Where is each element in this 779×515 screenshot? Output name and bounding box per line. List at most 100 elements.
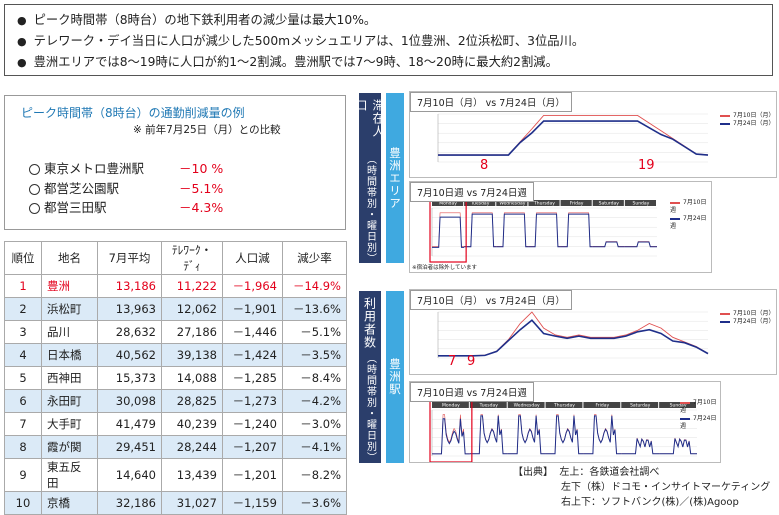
comparison-box: ピーク時間帯（8時台）の通勤削減量の例 ※ 前年7月25日（月）との比較 東京メ… (4, 95, 346, 230)
rank-cell: 4 (4, 343, 42, 367)
hour-mark: 7 (448, 354, 457, 369)
day-header-bar (507, 402, 545, 408)
rank-cell: 10 (4, 491, 42, 515)
header-telework-day: ﾃﾚﾜｰｸ・ﾃﾞｨ (161, 241, 223, 275)
series-july24-line (438, 120, 709, 156)
summary-line-2: テレワーク・デイ当日に人口が減少した500mメッシュエリアは、1位豊洲、2位浜松… (17, 31, 760, 52)
telework-cell: 28,244 (161, 435, 223, 459)
hour-mark: 8 (480, 158, 489, 173)
july-avg-cell: 13,186 (97, 274, 162, 298)
station-name: 都営芝公園駅 (44, 181, 120, 196)
day-label: Monday (439, 201, 457, 207)
day-header-bar (545, 402, 583, 408)
comparison-title: ピーク時間帯（8時台）の通勤削減量の例 (21, 106, 245, 120)
legend-item: 7月24日週 (680, 415, 717, 430)
series-july24-week-line (621, 438, 660, 455)
rank-cell: 7 (4, 412, 42, 436)
day-header-bar (624, 200, 656, 206)
rank-cell: 9 (4, 458, 42, 492)
table-row: 6 永田町 30,098 28,825 －1,273 －4.2% (4, 389, 347, 413)
telework-cell: 13,439 (161, 458, 223, 492)
legend-item: 7月24日（月） (720, 318, 774, 326)
series-july24-line (438, 319, 709, 357)
ranking-table: 順位 地名 7月平均 ﾃﾚﾜｰｸ・ﾃﾞｨ 人口減 減少率 1 豊洲 13,186 11… (4, 241, 347, 515)
day-label: Saturday (630, 403, 651, 409)
hourly-chart-top: 7月10日（月） vs 7月24日（月） 7月10日（月） 7月24日（月） 8… (409, 91, 777, 178)
decrease-cell: －1,446 (222, 320, 283, 344)
legend-item: 7月24日週 (670, 215, 707, 230)
place-cell: 霞が関 (41, 435, 98, 459)
day-label: Sunday (633, 201, 650, 207)
table-row: 2 浜松町 13,963 12,062 －1,901 －13.6% (4, 297, 347, 321)
place-cell: 西神田 (41, 366, 98, 390)
section-label-bottom: 利用者数 （時間帯別・曜日別） (359, 291, 381, 463)
chart-legend: 7月10日（月） 7月24日（月） (720, 310, 774, 326)
day-header-bar (659, 402, 696, 408)
header-rank: 順位 (4, 241, 42, 275)
series-july24-week-line (659, 438, 697, 455)
series-july24-week-line (432, 418, 470, 455)
section-title: 利用者数 (362, 297, 377, 349)
chart-legend: 7月10日週 7月24日週 (670, 199, 711, 231)
decrease-cell: －1,273 (222, 389, 283, 413)
rate-cell: －4.1% (282, 435, 347, 459)
header-place: 地名 (41, 241, 98, 275)
comparison-row: 都営芝公園駅 －5.1% (29, 178, 223, 196)
place-cell: 品川 (41, 320, 98, 344)
july-avg-cell: 29,451 (97, 435, 162, 459)
header-july-avg: 7月平均 (97, 241, 162, 275)
rate-cell: －4.2% (282, 389, 347, 413)
chart-heading: 7月10日週 vs 7月24日週 (410, 182, 534, 202)
station-reduction: －10 % (179, 161, 224, 176)
day-header-bar (621, 402, 659, 408)
table-row: 7 大手町 41,479 40,239 －1,240 －3.0% (4, 412, 347, 436)
telework-cell: 12,062 (161, 297, 223, 321)
area-label-top: 豊洲エリア (386, 93, 404, 263)
series-july24-week-line (496, 213, 529, 248)
day-header-bar (560, 200, 592, 206)
monday-highlight (429, 399, 473, 463)
day-label: Thursday (553, 403, 575, 409)
rank-cell: 3 (4, 320, 42, 344)
rank-cell: 1 (4, 274, 42, 298)
place-cell: 東五反田 (41, 458, 98, 492)
series-july24-week-line (469, 415, 508, 455)
series-july24-week-line (624, 241, 657, 248)
day-label: Monday (442, 403, 460, 409)
circle-icon (29, 184, 40, 195)
station-reduction: －4.3% (179, 200, 224, 215)
legend-item: 7月10日（月） (720, 112, 774, 120)
section-title: 滞在人口 (354, 99, 385, 138)
day-header-bar (432, 200, 464, 206)
day-label: Wednesday (499, 201, 525, 207)
station-name: 東京メトロ豊洲駅 (44, 161, 145, 176)
legend-item: 7月10日週 (670, 199, 707, 214)
july-avg-cell: 30,098 (97, 389, 162, 413)
source-label: 【出典】 (513, 467, 553, 478)
section-subtitle: （時間帯別・曜日別） (364, 353, 376, 463)
series-july24-week-line (464, 213, 497, 248)
telework-cell: 28,825 (161, 389, 223, 413)
comparison-row: 東京メトロ豊洲駅 －10 % (29, 158, 223, 176)
rate-cell: －3.5% (282, 343, 347, 367)
source-line: 右上下：ソフトバンク(株)／(株)Agoop (561, 497, 739, 508)
table-row: 9 東五反田 14,640 13,439 －1,201 －8.2% (4, 458, 347, 492)
circle-icon (29, 164, 40, 175)
place-cell: 浜松町 (41, 297, 98, 321)
table-row: 8 霞が関 29,451 28,244 －1,207 －4.1% (4, 435, 347, 459)
series-july24-week-line (583, 415, 622, 455)
summary-line-3: 豊洲エリアでは8～19時に人口が約1～2割減。豊洲駅では7～9時、18～20時に… (17, 52, 760, 73)
rate-cell: －5.1% (282, 320, 347, 344)
table-header-row: 順位 地名 7月平均 ﾃﾚﾜｰｸ・ﾃﾞｨ 人口減 減少率 (4, 241, 347, 275)
day-header-bar (469, 402, 507, 408)
series-july24-week-line (592, 241, 625, 248)
telework-cell: 11,222 (161, 274, 223, 298)
legend-item: 7月24日（月） (720, 120, 774, 128)
series-july24-week-line (507, 415, 546, 455)
table-row: 1 豊洲 13,186 11,222 －1,964 －14.9% (4, 274, 347, 298)
source-line: 左上：各鉄道会社調べ (559, 467, 660, 478)
table-row: 3 品川 28,632 27,186 －1,446 －5.1% (4, 320, 347, 344)
source-line: 左下（株）ドコモ・インサイトマーケティング (561, 482, 771, 493)
table-row: 10 京橋 32,186 31,027 －1,159 －3.6% (4, 491, 347, 515)
rate-cell: －13.6% (282, 297, 347, 321)
